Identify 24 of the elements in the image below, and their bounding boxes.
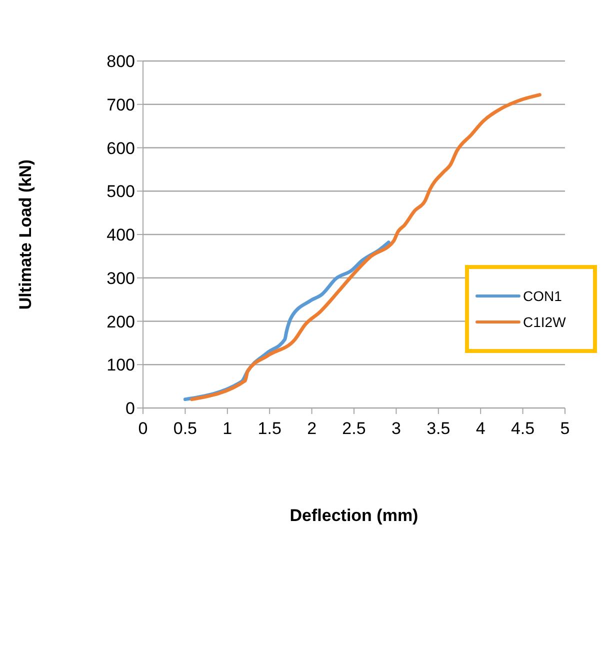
y-tick-label: 800 bbox=[106, 52, 135, 72]
x-tick-label: 5 bbox=[560, 419, 570, 438]
x-tick-label: 0 bbox=[138, 419, 148, 438]
x-tick-label: 1.5 bbox=[258, 419, 282, 438]
y-axis-title: Ultimate Load (kN) bbox=[16, 159, 36, 310]
y-tick-label: 700 bbox=[106, 95, 135, 114]
y-tick-label: 400 bbox=[106, 226, 135, 245]
x-tick-label: 2.5 bbox=[342, 419, 366, 438]
x-tick-label: 2 bbox=[307, 419, 317, 438]
x-tick-label: 3.5 bbox=[426, 419, 450, 438]
x-tick-label: 4.5 bbox=[510, 419, 535, 438]
legend-label: C1I2W bbox=[523, 314, 566, 330]
y-tick-label: 0 bbox=[126, 399, 135, 418]
y-tick-label: 600 bbox=[106, 138, 135, 158]
y-tick-label: 200 bbox=[106, 312, 135, 332]
x-tick-label: 1 bbox=[222, 419, 232, 438]
x-tick-label: 3 bbox=[391, 419, 401, 438]
y-tick-label: 100 bbox=[106, 356, 135, 375]
y-tick-label: 300 bbox=[106, 268, 135, 288]
x-tick-label: 4 bbox=[476, 419, 486, 438]
x-axis-title: Deflection (mm) bbox=[290, 506, 418, 526]
legend-label: CON1 bbox=[523, 288, 562, 304]
x-tick-label: 0.5 bbox=[173, 419, 198, 438]
y-tick-label: 500 bbox=[106, 182, 135, 202]
